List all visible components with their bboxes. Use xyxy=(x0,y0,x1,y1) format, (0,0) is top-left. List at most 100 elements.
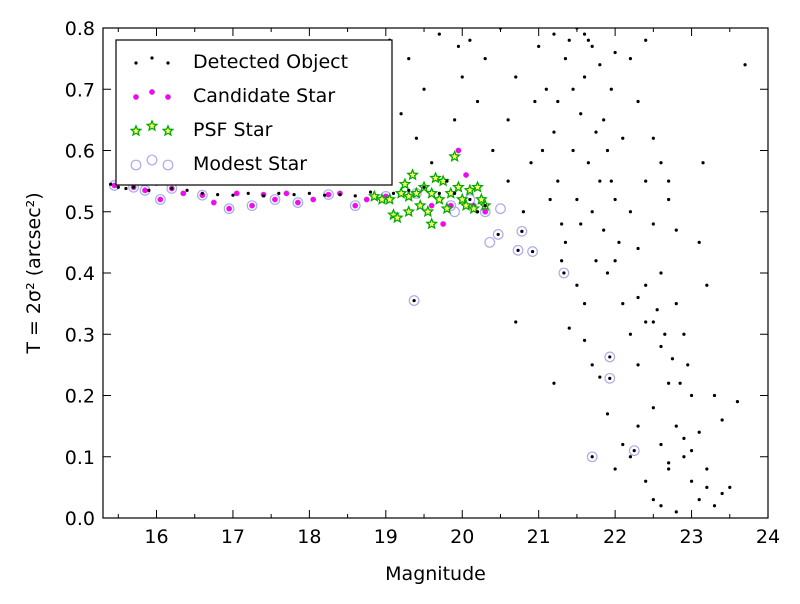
detected-object-point xyxy=(582,75,587,79)
candidate-star-point xyxy=(249,202,255,209)
candidate-star-point xyxy=(272,196,278,203)
detected-object-point xyxy=(529,161,533,165)
detected-object-point xyxy=(605,148,610,153)
detected-object-point xyxy=(540,148,545,153)
detected-object-point xyxy=(663,332,667,336)
detected-object-point xyxy=(109,182,113,186)
detected-object-point xyxy=(655,308,659,312)
modest-star-point xyxy=(154,194,166,205)
modest-star-point xyxy=(269,194,281,205)
psf-star-point xyxy=(425,217,439,230)
detected-object-point xyxy=(437,191,441,195)
detected-object-point xyxy=(445,179,449,183)
y-tick-label: 0.6 xyxy=(65,141,95,163)
candidate-star-point xyxy=(352,202,359,209)
legend-marker-psf-star xyxy=(161,124,175,137)
detected-object-point xyxy=(636,295,640,300)
detected-object-point xyxy=(124,186,128,191)
detected-object-point xyxy=(628,210,633,214)
legend-marker-modest-star xyxy=(146,154,158,166)
psf-star-point xyxy=(452,180,465,193)
legend-box xyxy=(115,39,393,186)
detected-object-point xyxy=(682,455,686,459)
detected-object-point xyxy=(712,393,717,398)
candidate-star-point xyxy=(142,187,148,194)
detected-object-point xyxy=(590,44,594,48)
candidate-star-point xyxy=(295,199,301,206)
detected-object-point xyxy=(644,283,648,287)
psf-star-point xyxy=(475,192,488,205)
detected-object-point xyxy=(544,87,548,91)
legend-item-modest-star: Modest Star xyxy=(130,153,307,175)
modest-star-point xyxy=(246,200,258,212)
detected-object-point xyxy=(147,188,151,192)
detected-object-point xyxy=(116,185,120,189)
legend-item-detected-object: Detected Object xyxy=(134,51,348,73)
detected-object-point xyxy=(579,222,583,226)
series-detected-object xyxy=(109,28,747,514)
detected-object-point xyxy=(437,32,441,36)
detected-object-point xyxy=(407,57,411,61)
detected-object-point xyxy=(705,485,709,489)
detected-object-point xyxy=(200,191,204,195)
y-tick-label: 0.4 xyxy=(65,263,95,285)
detected-object-point xyxy=(475,210,480,214)
y-tick-label: 0.1 xyxy=(65,447,95,469)
y-tick-label: 0.0 xyxy=(65,508,95,530)
legend-item-psf-star: PSF Star xyxy=(129,119,273,141)
detected-object-point xyxy=(651,406,655,410)
psf-star-point xyxy=(467,201,481,215)
candidate-star-point xyxy=(210,199,217,206)
detected-object-point xyxy=(563,240,568,244)
candidate-star-point xyxy=(455,147,462,154)
detected-object-point xyxy=(586,38,590,42)
detected-object-point xyxy=(590,455,594,459)
detected-object-point xyxy=(644,320,648,324)
detected-object-point xyxy=(483,57,487,61)
detected-object-point xyxy=(697,430,701,434)
detected-object-point xyxy=(422,87,426,91)
detected-object-point xyxy=(491,148,495,153)
psf-star-point xyxy=(432,192,446,205)
detected-object-point xyxy=(468,197,472,202)
detected-object-point xyxy=(556,99,560,104)
detected-object-point xyxy=(575,197,579,202)
modest-star-point xyxy=(495,203,506,215)
detected-object-point xyxy=(514,75,518,79)
detected-object-point xyxy=(582,338,587,342)
detected-object-point xyxy=(613,50,617,55)
y-tick-label: 0.3 xyxy=(65,324,95,346)
detected-object-point xyxy=(571,148,575,153)
detected-object-point xyxy=(670,357,675,361)
detected-object-point xyxy=(659,161,663,165)
detected-object-point xyxy=(277,191,281,195)
x-tick-label: 17 xyxy=(221,526,245,548)
legend-marker-detected-object xyxy=(134,61,138,65)
detected-object-point xyxy=(743,63,747,67)
detected-object-point xyxy=(644,479,648,483)
detected-object-point xyxy=(605,271,610,275)
detected-object-point xyxy=(720,418,724,422)
detected-object-point xyxy=(628,57,633,61)
candidate-star-point xyxy=(180,190,187,197)
psf-star-point xyxy=(448,149,461,163)
detected-object-point xyxy=(651,222,655,226)
x-tick-label: 24 xyxy=(756,526,780,548)
x-tick-label: 23 xyxy=(679,526,703,548)
detected-object-point xyxy=(659,344,663,349)
detected-object-point xyxy=(605,412,610,416)
detected-object-point xyxy=(686,363,690,367)
detected-object-point xyxy=(399,112,403,116)
detected-object-point xyxy=(682,332,686,336)
y-axis-label: T = 2σ² (arcsec²) xyxy=(23,192,45,354)
detected-object-point xyxy=(307,191,311,195)
x-tick-label: 18 xyxy=(297,526,321,548)
detected-object-point xyxy=(170,186,174,191)
psf-star-point xyxy=(398,177,412,190)
detected-object-point xyxy=(590,210,594,214)
detected-object-point xyxy=(598,179,602,183)
candidate-star-point xyxy=(233,190,240,197)
detected-object-point xyxy=(651,320,655,324)
x-tick-label: 19 xyxy=(374,526,398,548)
